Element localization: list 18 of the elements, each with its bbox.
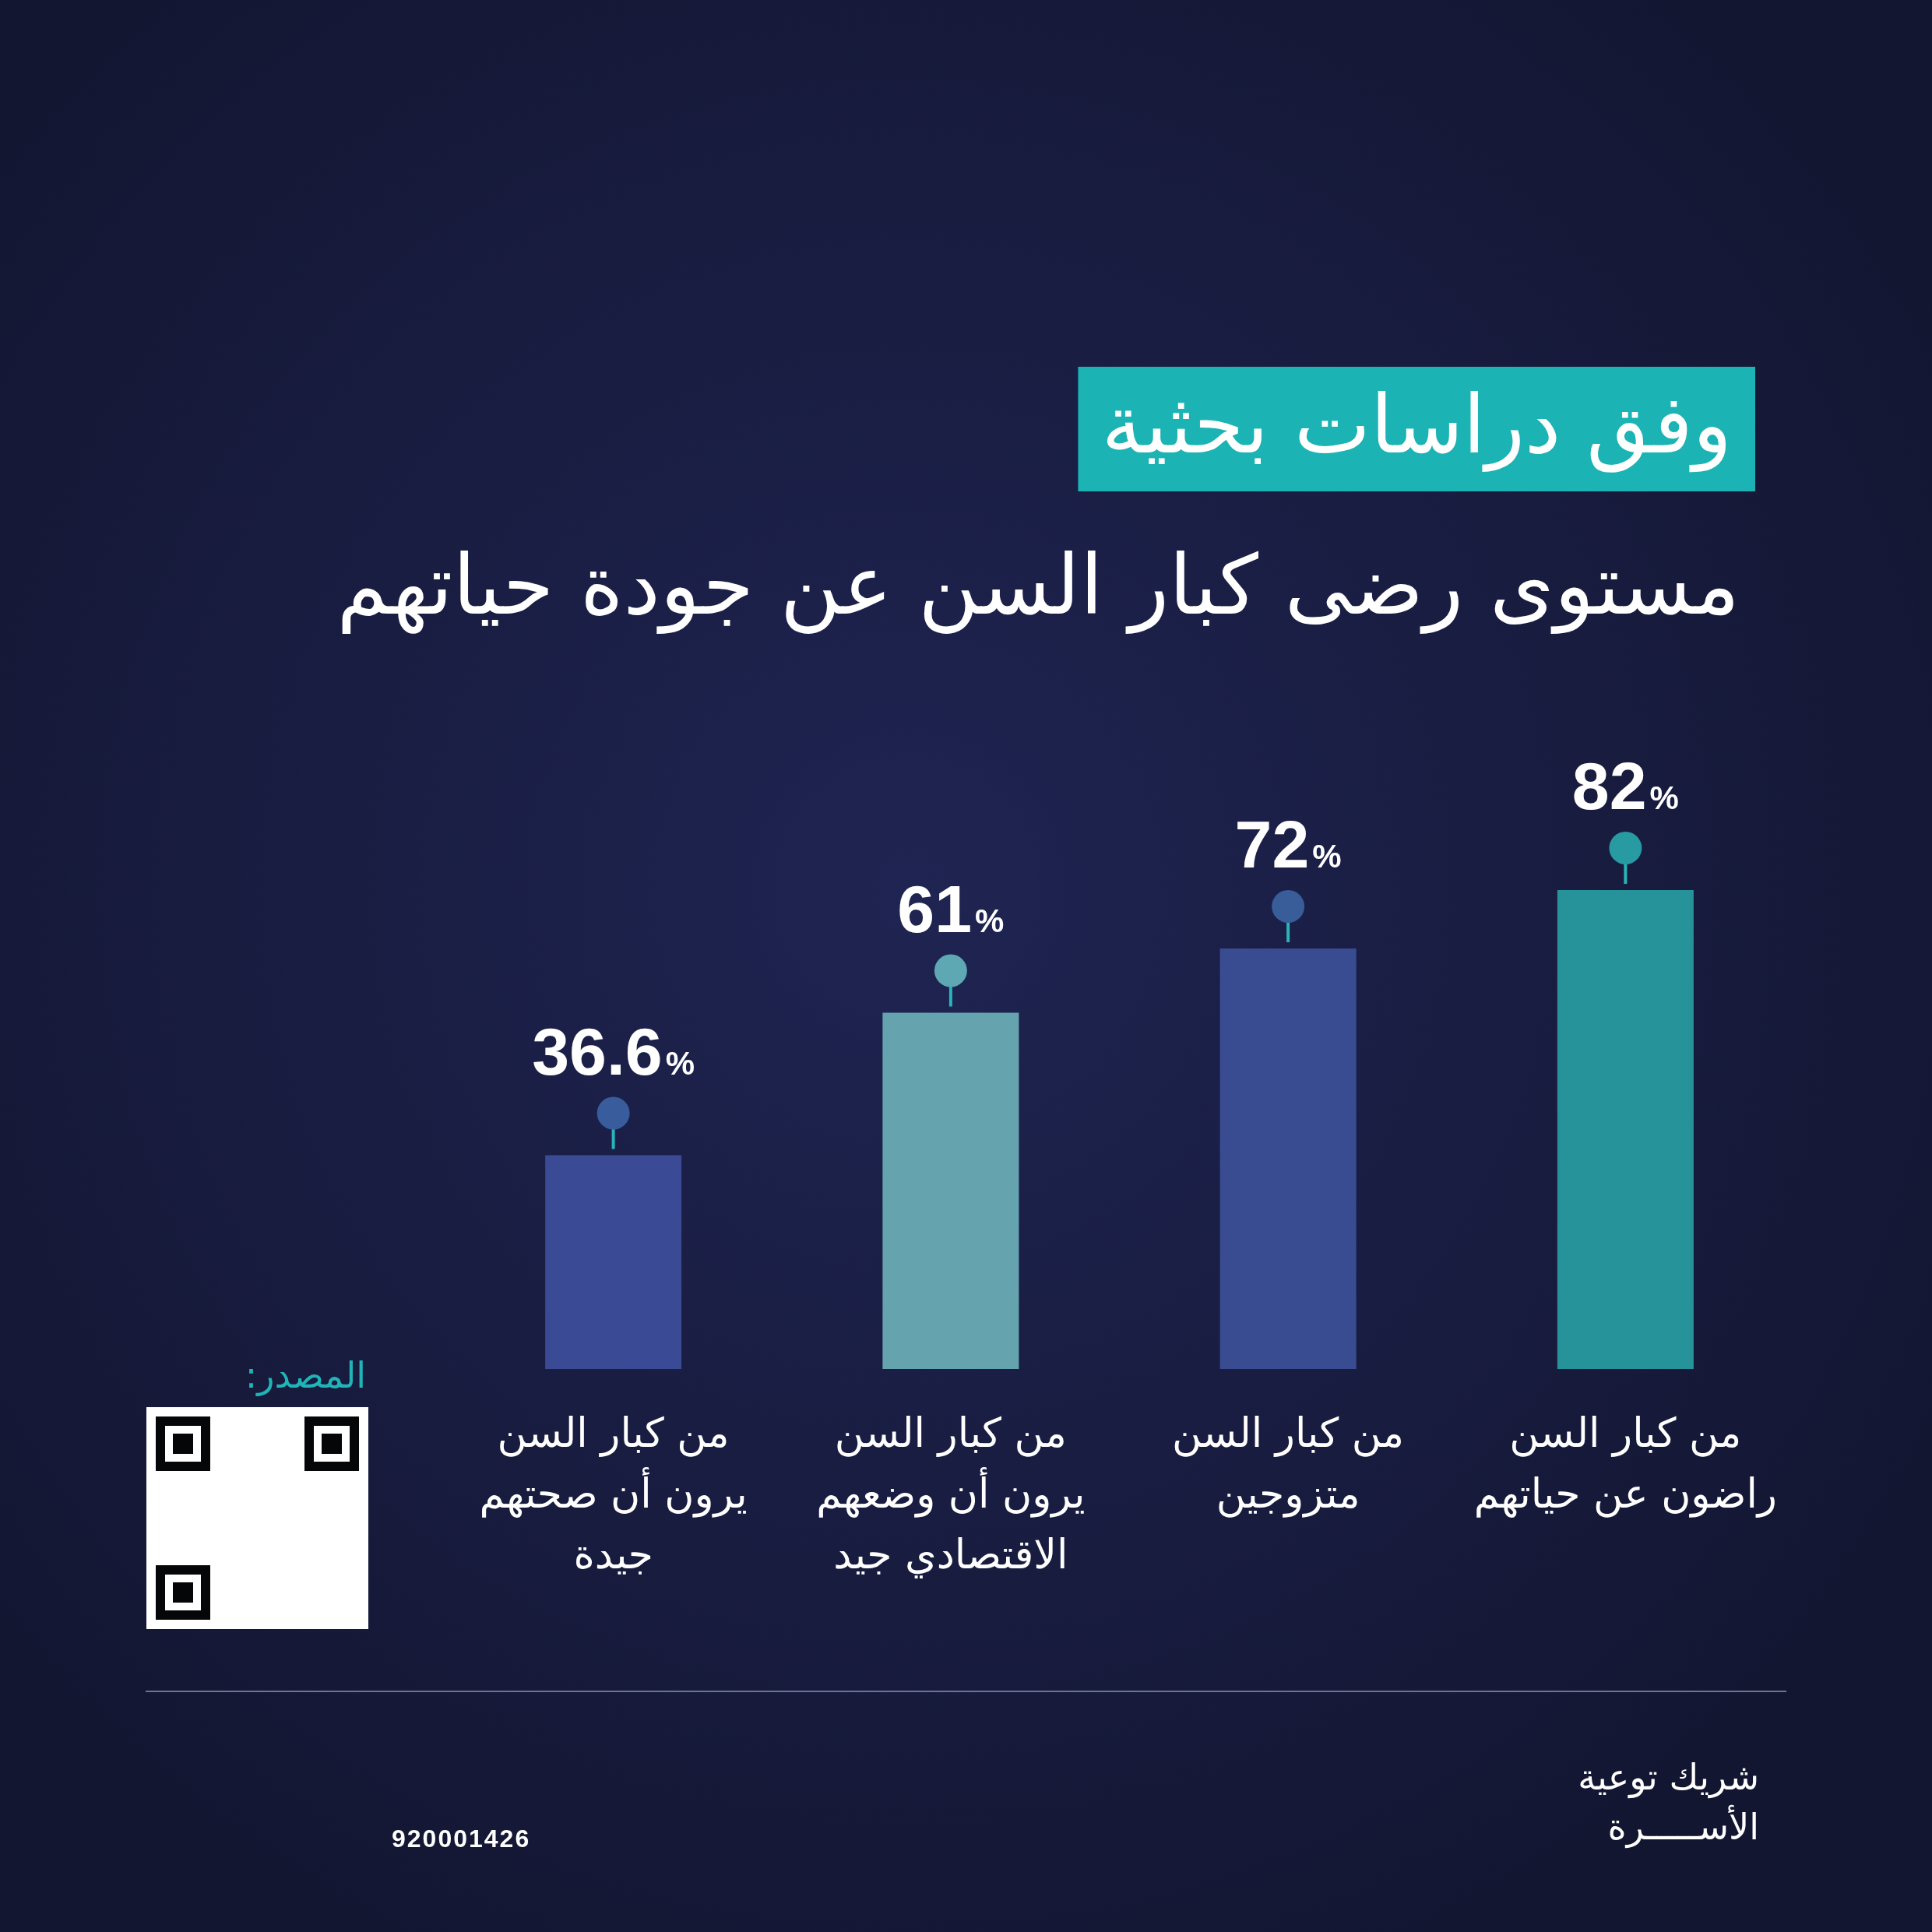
annotation: شريك توعية [1578,1756,1759,1798]
category-label: راضون عن حياتهم [1473,1470,1777,1517]
category-label: من كبار السن [834,1409,1067,1456]
annotation: الأســـــرة [1607,1806,1759,1848]
category-label: من كبار السن [1172,1409,1405,1456]
title: مستوى رضى كبار السن عن جودة حياتهم [336,537,1740,633]
annotation: المصدر: [245,1354,366,1396]
value-label: 61% [897,871,1005,946]
value-label: 82% [1571,748,1679,823]
category-label: متزوجين [1216,1470,1360,1517]
value-label: 72% [1234,807,1342,882]
category-label: من كبار السن [497,1409,730,1456]
category-label: جيدة [573,1531,653,1578]
annotation: 920001426 [392,1825,531,1853]
subtitle: وفق دراسات بحثية [1101,377,1732,472]
value-label: 36.6% [532,1013,695,1089]
category-label: من كبار السن [1509,1409,1742,1456]
category-label: الاقتصادي جيد [833,1531,1068,1578]
